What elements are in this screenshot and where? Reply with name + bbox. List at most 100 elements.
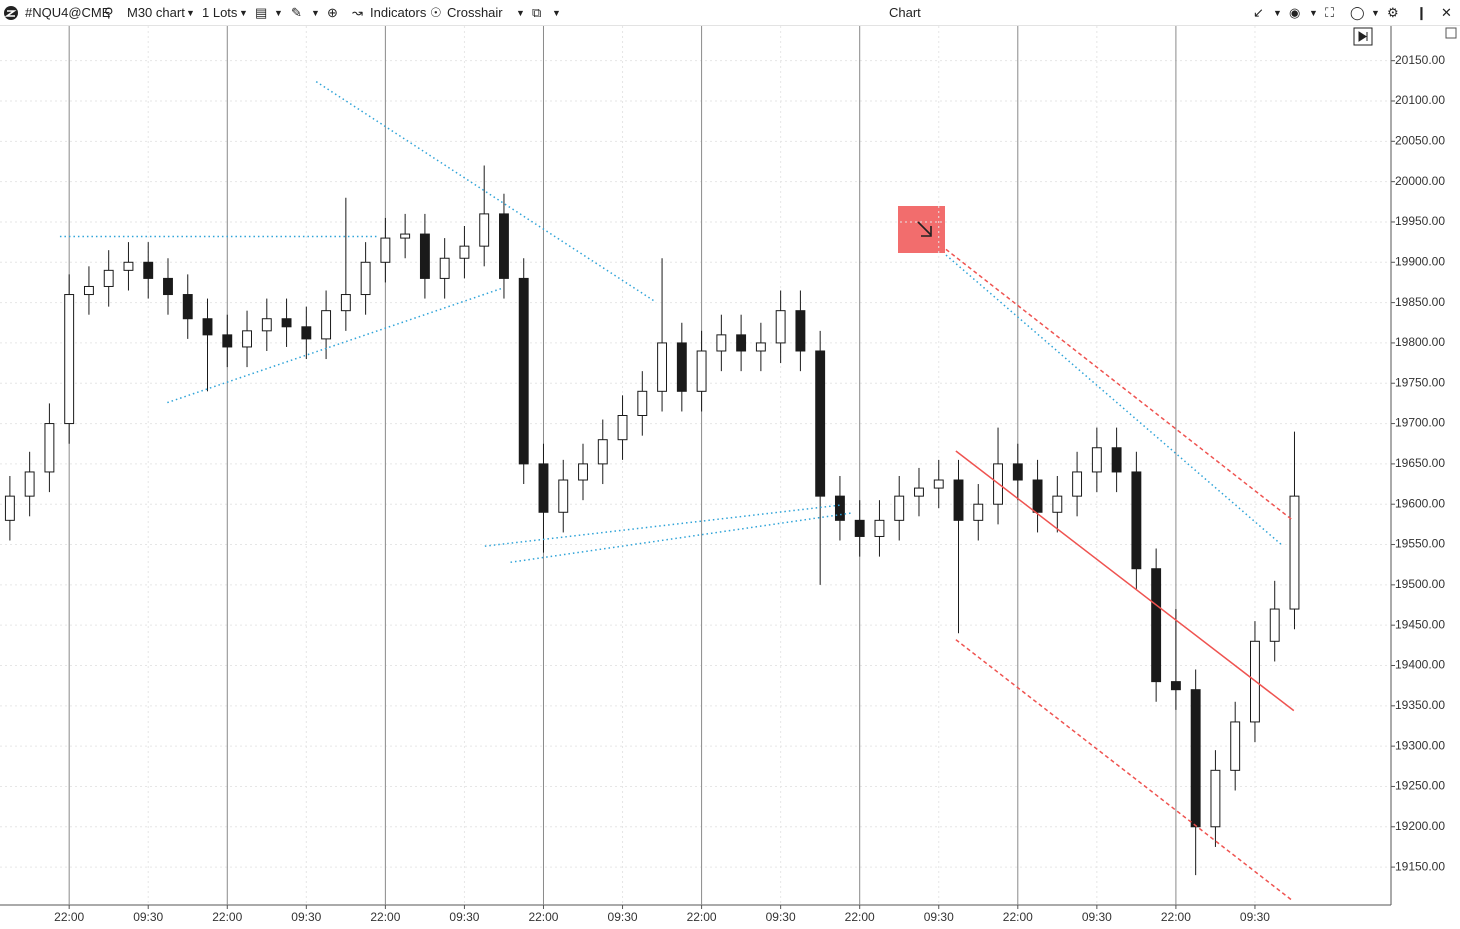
y-tick-label: 19650.00	[1395, 456, 1445, 470]
candle-body	[222, 334, 233, 348]
fullscreen-icon[interactable]: ⛶	[1325, 5, 1335, 20]
candle-body	[676, 342, 687, 392]
candle-body	[123, 261, 134, 271]
candle-body	[1170, 681, 1181, 691]
trendline	[484, 504, 842, 547]
timeframe[interactable]: M30 chart	[127, 5, 185, 20]
dropdown[interactable]: ▼	[274, 8, 283, 18]
y-tick-label: 19900.00	[1395, 254, 1445, 268]
close-icon[interactable]: ✕	[1441, 5, 1452, 20]
candle-body	[834, 495, 845, 521]
candle-body	[1190, 689, 1201, 828]
candle-body	[1052, 495, 1063, 513]
lots[interactable]: 1 Lots	[202, 5, 238, 20]
candle-body	[143, 261, 154, 279]
scroll-end-button[interactable]	[1353, 27, 1373, 46]
candle-body	[854, 519, 865, 537]
candle-body	[163, 277, 173, 296]
x-tick-label: 09:30	[924, 910, 954, 924]
grid: 20150.00 20100.00 20050.00 20000.00 19950.00…	[0, 26, 1445, 924]
camera-icon[interactable]: ◉	[1289, 5, 1301, 20]
x-tick-label: 22:00	[54, 910, 84, 924]
candle-body	[1230, 721, 1241, 771]
x-tick-label: 22:00	[1003, 910, 1033, 924]
annotation-box[interactable]	[898, 206, 945, 253]
candle-body	[499, 213, 509, 279]
chart: 20150.00 20100.00 20050.00 20000.00 19950.00…	[0, 26, 1457, 924]
candle-body	[103, 269, 114, 287]
indicators-icon[interactable]: ↝	[352, 5, 363, 20]
logo	[4, 6, 18, 20]
trendline	[955, 639, 1293, 901]
candle-body	[696, 350, 707, 392]
dropdown[interactable]: ▼	[552, 8, 561, 18]
dropdown[interactable]: ▼	[239, 8, 248, 18]
y-tick-label: 19450.00	[1395, 617, 1445, 631]
zoom-icon[interactable]: ⊕	[327, 5, 338, 20]
symbol[interactable]: #NQU4@CME	[25, 5, 111, 20]
candle-body	[380, 237, 391, 263]
trendline	[955, 450, 1295, 712]
x-tick-label: 22:00	[212, 910, 242, 924]
candle-body	[933, 479, 944, 489]
candle-body	[914, 487, 924, 497]
candle-body	[281, 318, 292, 328]
candle-body	[459, 245, 470, 259]
y-tick-label: 20050.00	[1395, 133, 1445, 147]
candle-body	[24, 471, 35, 497]
y-tick-label: 19350.00	[1395, 698, 1445, 712]
y-tick-label: 19400.00	[1395, 658, 1445, 672]
x-tick-label: 22:00	[845, 910, 875, 924]
dropdown[interactable]: ▼	[311, 8, 320, 18]
x-tick-label: 22:00	[370, 910, 400, 924]
candle-body	[439, 257, 450, 279]
candle-body	[1072, 471, 1083, 497]
y-tick-label: 19800.00	[1395, 335, 1445, 349]
dropdown[interactable]: ▼	[1309, 8, 1318, 18]
candle-body	[538, 463, 549, 513]
draw-icon[interactable]: ✎	[291, 5, 302, 20]
indicators[interactable]: Indicators	[370, 5, 427, 20]
dropdown[interactable]: ▼	[1273, 8, 1282, 18]
candle-body	[755, 342, 766, 352]
circle-icon[interactable]: ◯	[1350, 5, 1365, 20]
candle-body	[1210, 769, 1221, 828]
y-tick-label: 19200.00	[1395, 819, 1445, 833]
corner-icon[interactable]	[1445, 27, 1457, 39]
y-tick-label: 19300.00	[1395, 738, 1445, 752]
candle-body	[83, 285, 94, 296]
y-tick-label: 19250.00	[1395, 779, 1445, 793]
y-tick-label: 19750.00	[1395, 375, 1445, 389]
collapse-icon[interactable]: ↙	[1253, 5, 1264, 20]
y-tick-label: 19500.00	[1395, 577, 1445, 591]
y-tick-label: 19950.00	[1395, 214, 1445, 228]
candle-body	[419, 233, 430, 279]
search-icon[interactable]: ⚲	[104, 5, 114, 20]
candle-body	[301, 326, 312, 340]
candle-body	[795, 310, 806, 352]
pin-icon[interactable]: ❙	[1416, 5, 1427, 20]
candle-body	[321, 310, 332, 340]
x-tick-label: 09:30	[291, 910, 321, 924]
candle-body	[261, 318, 272, 332]
y-tick-label: 19150.00	[1395, 859, 1445, 873]
chart-type-icon[interactable]: ▤	[255, 5, 268, 20]
trendline	[510, 512, 852, 564]
dropdown[interactable]: ▼	[186, 8, 195, 18]
crosshair-icon[interactable]: ☉	[430, 5, 442, 20]
candle-body	[4, 495, 15, 521]
y-tick-label: 20000.00	[1395, 174, 1445, 188]
dropdown[interactable]: ▼	[1371, 8, 1380, 18]
crosshair[interactable]: Crosshair	[447, 5, 503, 20]
arrow-icon	[917, 221, 932, 237]
trendline	[945, 254, 1282, 546]
dropdown[interactable]: ▼	[516, 8, 525, 18]
annotation-box-bg	[898, 206, 945, 253]
x-tick-label: 09:30	[449, 910, 479, 924]
window-icon[interactable]: ⧉	[532, 5, 542, 20]
candle-body	[894, 495, 905, 521]
marks	[4, 81, 1300, 901]
settings-icon[interactable]: ⚙	[1387, 5, 1399, 20]
candle-body	[1269, 608, 1280, 642]
